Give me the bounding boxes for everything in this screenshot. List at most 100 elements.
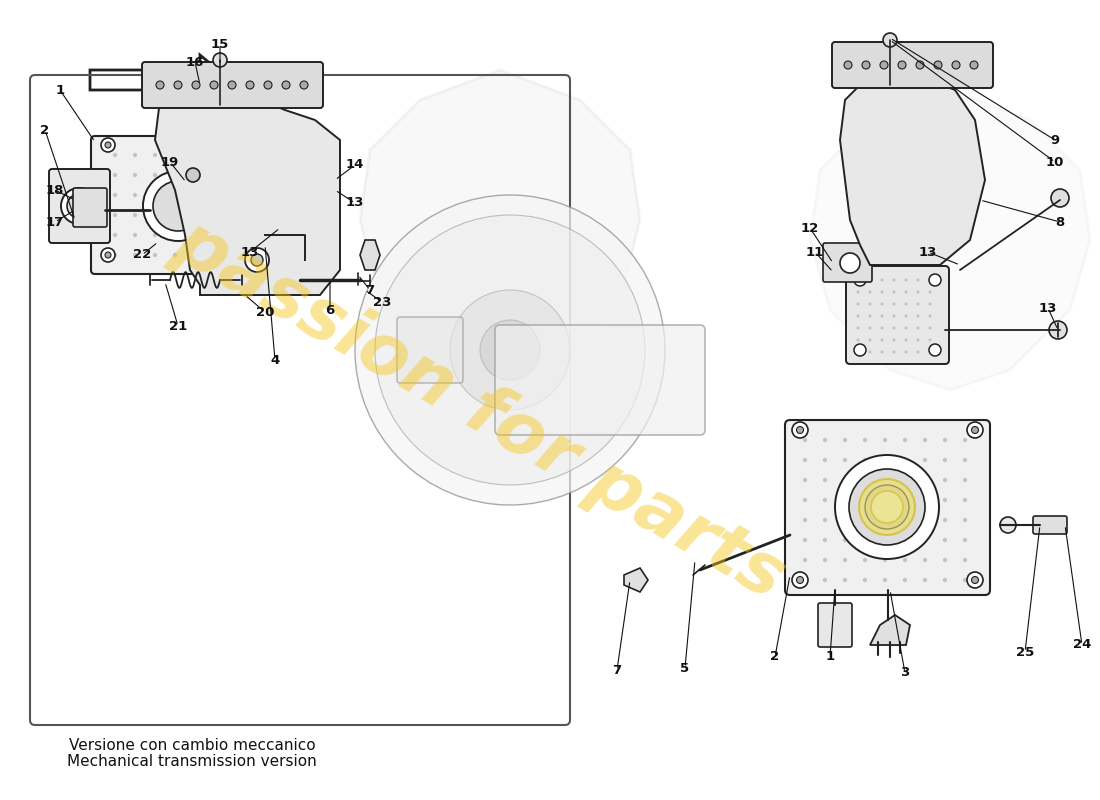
Circle shape <box>883 458 887 462</box>
Circle shape <box>869 339 871 341</box>
Circle shape <box>924 518 926 522</box>
Circle shape <box>133 214 136 217</box>
Circle shape <box>857 291 859 293</box>
Circle shape <box>964 458 967 462</box>
Circle shape <box>857 339 859 341</box>
Circle shape <box>898 61 906 69</box>
Circle shape <box>971 577 979 583</box>
Circle shape <box>133 194 136 197</box>
Circle shape <box>1050 189 1069 207</box>
Circle shape <box>883 478 887 482</box>
Circle shape <box>930 351 931 353</box>
Circle shape <box>917 315 918 317</box>
Circle shape <box>194 194 197 197</box>
Text: 13: 13 <box>918 246 937 258</box>
Polygon shape <box>810 90 1090 390</box>
Circle shape <box>803 478 806 482</box>
Circle shape <box>796 426 803 434</box>
Circle shape <box>186 168 200 182</box>
Circle shape <box>213 234 217 237</box>
Circle shape <box>971 426 979 434</box>
Text: 5: 5 <box>681 662 690 674</box>
Text: 24: 24 <box>1072 638 1091 651</box>
Circle shape <box>803 438 806 442</box>
Text: passion for parts: passion for parts <box>163 207 797 613</box>
Circle shape <box>893 315 895 317</box>
Circle shape <box>881 351 883 353</box>
Circle shape <box>174 254 176 257</box>
Circle shape <box>1000 517 1016 533</box>
Circle shape <box>864 498 867 502</box>
Text: 13: 13 <box>345 197 364 210</box>
Circle shape <box>930 291 931 293</box>
Circle shape <box>824 498 826 502</box>
Circle shape <box>113 194 117 197</box>
Circle shape <box>824 538 826 542</box>
Circle shape <box>300 81 308 89</box>
Circle shape <box>248 138 262 152</box>
Circle shape <box>210 81 218 89</box>
Circle shape <box>881 291 883 293</box>
Circle shape <box>893 339 895 341</box>
Circle shape <box>967 422 983 438</box>
Text: 7: 7 <box>613 663 621 677</box>
Circle shape <box>930 274 940 286</box>
Circle shape <box>881 327 883 329</box>
Circle shape <box>803 518 806 522</box>
Circle shape <box>883 438 887 442</box>
Circle shape <box>964 478 967 482</box>
Text: 3: 3 <box>901 666 910 679</box>
Circle shape <box>944 458 946 462</box>
FancyBboxPatch shape <box>1033 516 1067 534</box>
Circle shape <box>917 339 918 341</box>
Circle shape <box>213 174 217 177</box>
Circle shape <box>865 485 909 529</box>
Circle shape <box>849 469 925 545</box>
Circle shape <box>174 234 176 237</box>
Circle shape <box>844 578 847 582</box>
Circle shape <box>824 438 826 442</box>
Circle shape <box>883 538 887 542</box>
Circle shape <box>113 234 117 237</box>
Circle shape <box>174 81 182 89</box>
Circle shape <box>251 254 263 266</box>
Polygon shape <box>624 568 648 592</box>
Text: 17: 17 <box>46 215 64 229</box>
Polygon shape <box>90 55 230 105</box>
Circle shape <box>154 214 156 217</box>
Circle shape <box>113 174 117 177</box>
Circle shape <box>924 438 926 442</box>
Circle shape <box>924 578 926 582</box>
Circle shape <box>930 279 931 281</box>
Circle shape <box>917 291 918 293</box>
Circle shape <box>903 518 906 522</box>
Circle shape <box>194 254 197 257</box>
FancyBboxPatch shape <box>73 188 107 227</box>
Circle shape <box>213 53 227 67</box>
Circle shape <box>864 538 867 542</box>
Text: 20: 20 <box>256 306 274 318</box>
Circle shape <box>944 478 946 482</box>
Circle shape <box>840 253 860 273</box>
Text: 6: 6 <box>326 303 334 317</box>
Circle shape <box>930 339 931 341</box>
Circle shape <box>233 214 236 217</box>
Circle shape <box>952 61 960 69</box>
Circle shape <box>924 498 926 502</box>
Circle shape <box>864 518 867 522</box>
Polygon shape <box>360 70 640 380</box>
Circle shape <box>930 344 940 356</box>
Circle shape <box>881 279 883 281</box>
Circle shape <box>803 578 806 582</box>
Circle shape <box>903 478 906 482</box>
Circle shape <box>104 252 111 258</box>
Circle shape <box>796 577 803 583</box>
Text: 19: 19 <box>161 155 179 169</box>
Circle shape <box>970 61 978 69</box>
Circle shape <box>857 327 859 329</box>
Circle shape <box>480 320 540 380</box>
Circle shape <box>803 558 806 562</box>
Text: 13: 13 <box>1038 302 1057 314</box>
Circle shape <box>964 438 967 442</box>
Circle shape <box>924 478 926 482</box>
